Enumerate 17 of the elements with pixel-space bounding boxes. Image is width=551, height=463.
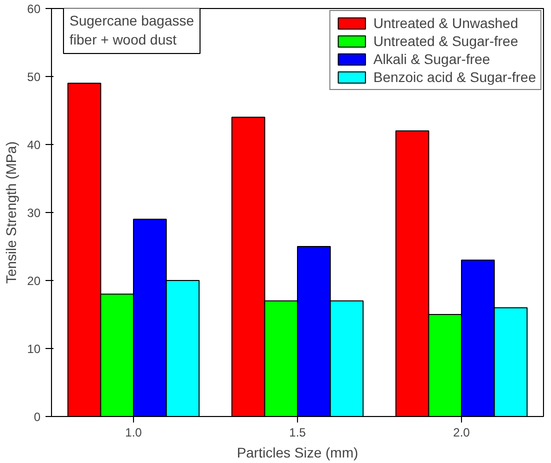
legend-label: Alkali & Sugar-free xyxy=(373,51,490,67)
x-tick-label: 2.0 xyxy=(453,426,470,440)
legend-label: Untreated & Sugar-free xyxy=(373,33,518,49)
x-axis-title: Particles Size (mm) xyxy=(236,444,358,460)
y-tick-label: 30 xyxy=(27,206,41,220)
legend-label: Benzoic acid & Sugar-free xyxy=(373,69,536,85)
annotation: Sugercane bagasse fiber + wood dust xyxy=(70,12,194,48)
y-tick-label: 20 xyxy=(27,274,41,288)
y-tick-label: 0 xyxy=(34,410,41,424)
y-axis-title: Tensile Strength (MPa) xyxy=(3,141,20,284)
x-tick-label: 1.0 xyxy=(125,426,142,440)
x-tick-label: 1.5 xyxy=(289,426,306,440)
y-tick-label: 10 xyxy=(27,342,41,356)
y-tick-label: 40 xyxy=(27,138,41,152)
y-tick-label: 50 xyxy=(27,70,41,84)
y-tick-label: 60 xyxy=(27,2,41,16)
legend-label: Untreated & Unwashed xyxy=(373,15,518,31)
